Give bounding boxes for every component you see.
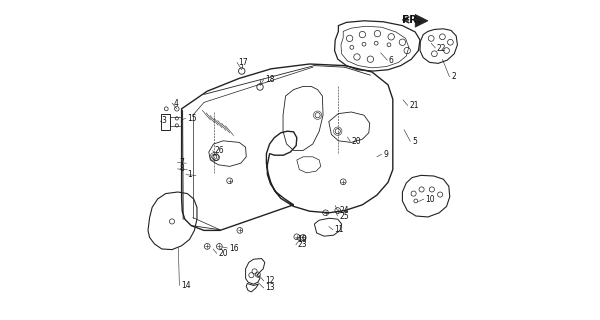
Text: 13: 13 [265, 284, 275, 292]
Text: 8: 8 [179, 164, 184, 173]
Text: 7: 7 [179, 158, 184, 167]
Text: 25: 25 [339, 212, 349, 220]
Text: 22: 22 [437, 44, 446, 52]
Text: 20: 20 [352, 137, 361, 146]
Text: 18: 18 [265, 75, 275, 84]
Text: 1: 1 [187, 170, 192, 179]
Text: 9: 9 [383, 150, 388, 159]
Text: 20: 20 [218, 249, 228, 258]
Text: 16: 16 [229, 244, 239, 252]
Text: 14: 14 [181, 281, 191, 290]
Text: 11: 11 [335, 225, 344, 234]
Text: 17: 17 [239, 58, 248, 67]
Text: 3: 3 [162, 116, 167, 125]
Text: 21: 21 [409, 101, 419, 110]
Text: 24: 24 [339, 206, 349, 215]
Text: 5: 5 [412, 137, 417, 146]
Text: 4: 4 [173, 99, 178, 108]
Text: FR.: FR. [402, 15, 421, 25]
Text: 19: 19 [298, 235, 307, 244]
Text: 6: 6 [389, 56, 394, 65]
Text: 2: 2 [451, 72, 456, 81]
Polygon shape [415, 14, 428, 27]
Text: 26: 26 [214, 146, 224, 155]
Text: 10: 10 [425, 195, 435, 204]
Text: 15: 15 [187, 114, 197, 123]
Text: 12: 12 [265, 276, 275, 285]
Text: 23: 23 [298, 240, 307, 249]
